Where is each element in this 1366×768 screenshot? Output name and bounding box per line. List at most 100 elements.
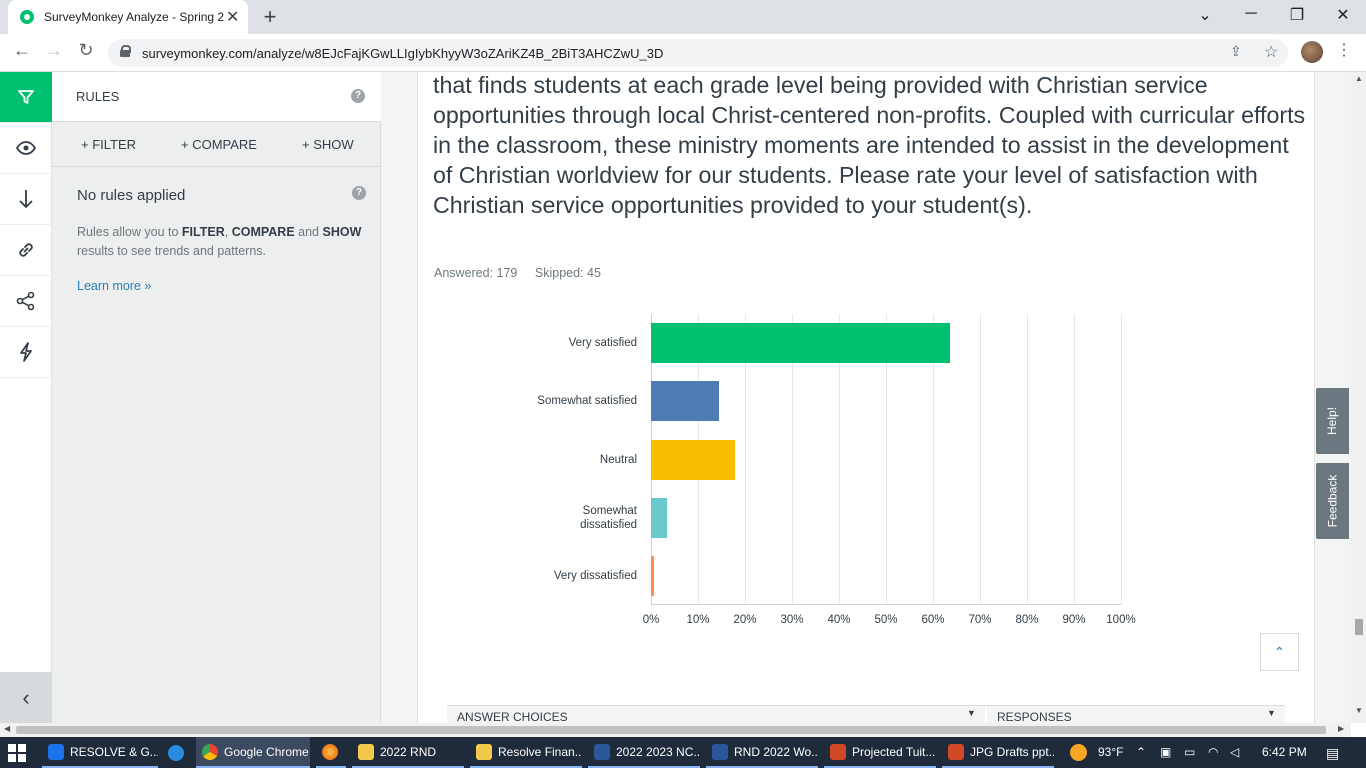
address-bar[interactable]: surveymonkey.com/analyze/w8EJcFajKGwLLIg…: [108, 39, 1288, 67]
profile-avatar[interactable]: [1301, 41, 1323, 63]
add-compare-button[interactable]: + COMPARE: [181, 137, 257, 152]
browser-tab[interactable]: SurveyMonkey Analyze - Spring 2 ✕: [8, 0, 248, 34]
chart-tick-label: 10%: [686, 614, 710, 626]
chart-gridline: [980, 314, 981, 605]
responses-header[interactable]: RESPONSES: [997, 710, 1072, 724]
powerpoint-icon: [830, 743, 846, 760]
browser-toolbar: ← → ↻ surveymonkey.com/analyze/w8EJcFajK…: [0, 34, 1366, 72]
add-show-button[interactable]: + SHOW: [302, 137, 354, 152]
browser-tab-bar: SurveyMonkey Analyze - Spring 2 ✕ + ⌄ ─ …: [0, 0, 1366, 34]
answer-choices-dropdown-icon[interactable]: ▼: [967, 708, 976, 718]
taskbar-item-ppt-jpg-drafts[interactable]: JPG Drafts ppt...: [942, 737, 1054, 768]
response-stats: Answered: 179 Skipped: 45: [434, 266, 615, 280]
wifi-icon[interactable]: ◠: [1208, 745, 1219, 759]
notifications-icon[interactable]: ▤: [1326, 745, 1340, 761]
taskbar-item-word-rnd-2022[interactable]: RND 2022 Wo...: [706, 737, 818, 768]
tray-app-icon[interactable]: ▣: [1160, 745, 1172, 759]
surveymonkey-favicon-icon: [20, 10, 34, 24]
export-down-arrow-icon[interactable]: [0, 174, 52, 225]
url-text[interactable]: surveymonkey.com/analyze/w8EJcFajKGwLLIg…: [142, 46, 664, 61]
responses-dropdown-icon[interactable]: ▼: [1267, 708, 1276, 718]
scroll-down-icon[interactable]: ▼: [1355, 706, 1363, 715]
taskbar-item-ie[interactable]: [164, 737, 190, 768]
scroll-left-icon[interactable]: ◀: [4, 724, 11, 733]
close-window-icon[interactable]: ✕: [1336, 7, 1350, 24]
rules-description: Rules allow you to FILTER, COMPARE and S…: [77, 225, 362, 258]
chart-tick-label: 60%: [921, 614, 945, 626]
minimize-icon[interactable]: ─: [1245, 5, 1257, 22]
word-icon: [594, 743, 610, 760]
chart-tick-label: 40%: [827, 614, 851, 626]
horizontal-scrollbar[interactable]: ◀ ▶: [0, 723, 1351, 737]
weather-sun-icon[interactable]: [1070, 744, 1087, 761]
word-icon: [712, 743, 728, 760]
chrome-icon: [202, 743, 218, 760]
back-icon[interactable]: ←: [13, 40, 31, 60]
taskbar-item-firefox[interactable]: [316, 737, 346, 768]
rules-actions: + FILTER + COMPARE + SHOW: [52, 122, 381, 167]
windows-start-icon[interactable]: [8, 744, 26, 762]
restore-icon[interactable]: ❐: [1289, 7, 1305, 24]
volume-icon[interactable]: ◁: [1230, 745, 1240, 759]
battery-icon[interactable]: ▭: [1184, 745, 1196, 759]
rules-header: RULES ?: [52, 72, 381, 122]
chart-tick-label: 50%: [874, 614, 898, 626]
chart-bar-somewhat-satisfied[interactable]: [651, 381, 720, 422]
chart-bar-very-dissatisfied[interactable]: [651, 555, 654, 596]
powerpoint-icon: [948, 743, 964, 760]
tray-chevron-icon[interactable]: ⌃: [1136, 745, 1147, 759]
answer-choices-header[interactable]: ANSWER CHOICES: [457, 710, 568, 724]
share-nodes-icon[interactable]: [0, 276, 52, 327]
chart-bar-very-satisfied[interactable]: [651, 323, 951, 364]
answered-count: Answered: 179: [434, 266, 518, 280]
collapse-panel-chevron-icon[interactable]: ‹: [0, 672, 52, 723]
learn-more-link[interactable]: Learn more »: [77, 279, 152, 293]
taskbar-item-ppt-projected[interactable]: Projected Tuit...: [824, 737, 936, 768]
chart-bar-neutral[interactable]: [651, 439, 736, 480]
back-to-top-chevron-icon[interactable]: ⌃: [1260, 633, 1299, 671]
chart-category-label: Somewhat dissatisfied: [580, 504, 637, 531]
close-tab-icon[interactable]: ✕: [226, 9, 240, 26]
taskbar-item-resolve[interactable]: RESOLVE & G...: [42, 737, 158, 768]
answer-table-header: ANSWER CHOICES ▼ RESPONSES ▼: [447, 705, 1285, 724]
question-text: that finds students at each grade level …: [433, 72, 1306, 218]
browser-menu-icon[interactable]: ⋮: [1336, 42, 1352, 59]
scroll-up-icon[interactable]: ▲: [1355, 74, 1363, 83]
chart-bar-somewhat-dissatisfied[interactable]: [651, 497, 667, 538]
share-icon[interactable]: ⇪: [1230, 43, 1242, 59]
help-side-tab[interactable]: Help!: [1316, 388, 1349, 454]
taskbar-item-word-2022-2023[interactable]: 2022 2023 NC...: [588, 737, 700, 768]
chart-x-axis: [651, 604, 1121, 605]
vertical-scrollbar[interactable]: ▲ ▼: [1351, 72, 1366, 723]
no-rules-help-icon[interactable]: ?: [352, 186, 366, 200]
windows-taskbar: RESOLVE & G... Google Chrome 2022 RND Re…: [0, 737, 1366, 768]
clock-time[interactable]: 6:42 PM: [1262, 745, 1307, 759]
internet-explorer-icon: [168, 744, 184, 761]
taskbar-item-resolve-finan[interactable]: Resolve Finan...: [470, 737, 582, 768]
feedback-side-tab[interactable]: Feedback: [1316, 463, 1349, 539]
link-icon[interactable]: [0, 225, 52, 276]
chart-tick-label: 30%: [780, 614, 804, 626]
taskbar-item-chrome[interactable]: Google Chrome: [196, 737, 310, 768]
bookmark-star-icon[interactable]: ☆: [1264, 44, 1279, 61]
firefox-icon: [322, 743, 338, 760]
forward-icon[interactable]: →: [45, 40, 63, 60]
tab-search-icon[interactable]: ⌄: [1198, 7, 1212, 24]
filter-funnel-icon[interactable]: [0, 72, 52, 123]
scroll-right-icon[interactable]: ▶: [1338, 724, 1345, 733]
help-question-icon[interactable]: ?: [351, 89, 365, 103]
taskbar-item-2022-rnd[interactable]: 2022 RND: [352, 737, 464, 768]
no-rules-heading: No rules applied: [77, 187, 186, 204]
new-tab-icon[interactable]: +: [263, 4, 277, 29]
chart-category-label: Somewhat satisfied: [537, 395, 637, 408]
weather-temperature[interactable]: 93°F: [1098, 745, 1124, 759]
horizontal-scroll-thumb[interactable]: [16, 726, 1326, 734]
edge-icon: [48, 743, 64, 760]
chart-category-label: Very satisfied: [568, 337, 637, 350]
lightning-icon[interactable]: [0, 327, 52, 378]
chart-gridline: [745, 314, 746, 605]
add-filter-button[interactable]: + FILTER: [81, 137, 137, 152]
eye-icon[interactable]: [0, 123, 52, 174]
vertical-scroll-thumb[interactable]: [1355, 619, 1363, 635]
reload-icon[interactable]: ↻: [78, 40, 94, 60]
